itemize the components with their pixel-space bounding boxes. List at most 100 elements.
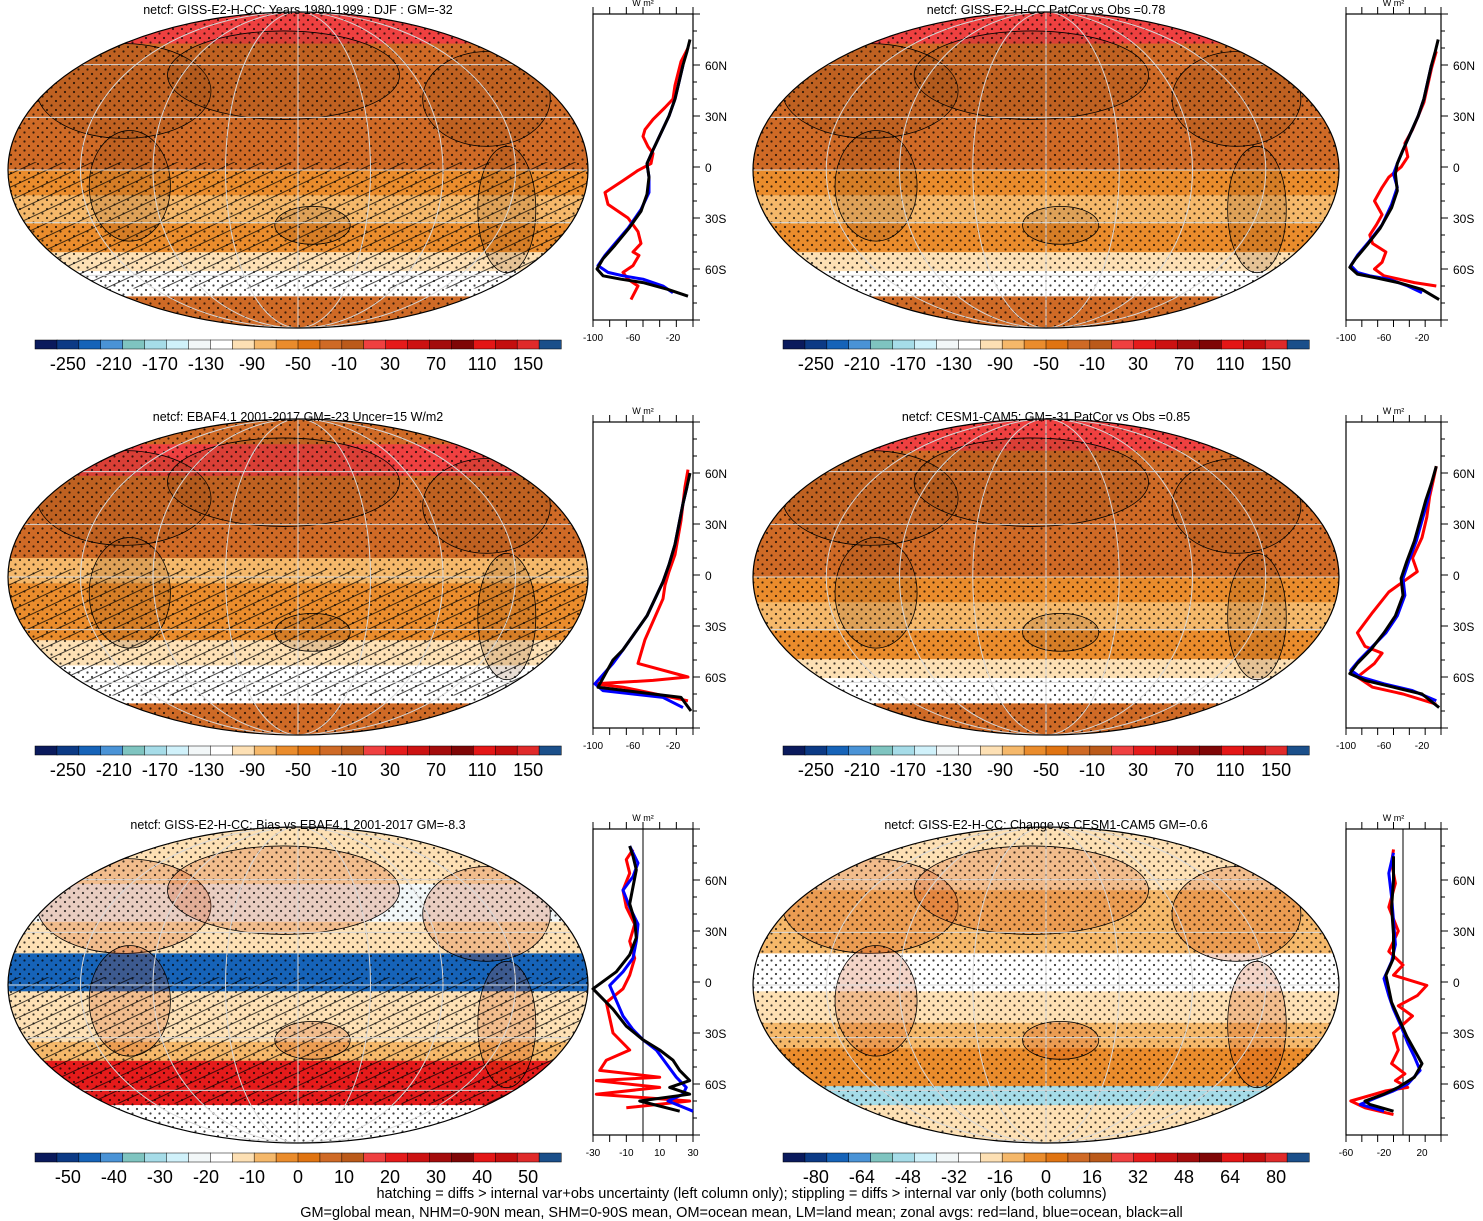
- colorbar-swatch: [516, 745, 540, 756]
- colorbar-label: 30: [1128, 354, 1148, 374]
- colorbar-swatch: [78, 1152, 102, 1163]
- colorbar-swatch: [100, 1152, 124, 1163]
- colorbar-swatch: [892, 1152, 916, 1163]
- colorbar-swatch: [253, 339, 277, 350]
- colorbar-label: 150: [1261, 760, 1291, 780]
- zonal-series-000000: [595, 39, 692, 298]
- colorbar-label: 64: [1220, 1167, 1240, 1187]
- colorbar-2: -250 -210 -170 -130 -90 -50 -10 30 70 110 150: [782, 339, 1310, 374]
- graticule-lon: [825, 419, 1267, 735]
- colorbar-swatch: [385, 745, 409, 756]
- colorbar-swatch: [848, 745, 872, 756]
- colorbar-swatch: [473, 339, 496, 350]
- x-tick-label: -30: [586, 1148, 601, 1159]
- x-tick-label: -20: [666, 741, 681, 752]
- colorbar-swatch: [473, 1152, 496, 1163]
- colorbar-swatch: [1286, 339, 1310, 350]
- colorbar-swatch: [232, 339, 255, 350]
- colorbar-swatch: [363, 339, 387, 350]
- zonal-series-0000ff: [596, 64, 685, 295]
- colorbar-swatch: [538, 745, 562, 756]
- colorbar-swatch: [232, 1152, 255, 1163]
- colorbar-label: 150: [513, 354, 543, 374]
- zonal-panel-3: -100 -60 -20 60N 30N 0 30S 60S W m²: [583, 406, 727, 752]
- colorbar-swatch: [1001, 745, 1025, 756]
- colorbar-swatch: [1243, 339, 1266, 350]
- y-tick-label: 30S: [705, 212, 726, 226]
- map-title: netcf: GISS-E2-H-CC: Years 1980-1999 : D…: [143, 3, 453, 17]
- map-title: netcf: GISS-E2-H-CC: Bias vs EBAF4.1 200…: [130, 818, 465, 832]
- colorbar-1: -250 -210 -170 -130 -90 -50 -10 30 70 110 150: [34, 339, 562, 374]
- colorbar-swatch: [495, 1152, 518, 1163]
- y-tick-label: 60N: [1453, 467, 1475, 481]
- y-tick-label: 60S: [705, 1078, 726, 1092]
- colorbar-label: -170: [890, 354, 926, 374]
- colorbar-swatch: [782, 1152, 806, 1163]
- colorbar-swatch: [166, 745, 189, 756]
- zonal-unit-label: W m²: [632, 406, 654, 416]
- colorbar-label: -16: [987, 1167, 1013, 1187]
- colorbar-label: -130: [188, 354, 224, 374]
- colorbar-swatch: [144, 745, 168, 756]
- x-tick-label: -60: [626, 741, 641, 752]
- colorbar-swatch: [188, 339, 211, 350]
- colorbar-swatch: [407, 339, 431, 350]
- colorbar-swatch: [100, 745, 124, 756]
- colorbar-swatch: [538, 339, 562, 350]
- colorbar-3: -250 -210 -170 -130 -90 -50 -10 30 70 110 150: [34, 745, 562, 780]
- graticule-lon: [225, 12, 371, 328]
- y-tick-label: 30S: [1453, 620, 1474, 634]
- zonal-unit-label: W m²: [1383, 406, 1405, 416]
- map-border: [752, 418, 1340, 736]
- colorbar-swatch: [34, 1152, 58, 1163]
- colorbar-swatch: [538, 1152, 562, 1163]
- graticule-lon: [80, 12, 516, 328]
- map-panel-6: netcf: GISS-E2-H-CC: Change vs CESM1-CAM…: [752, 818, 1340, 1144]
- y-tick-label: 30S: [705, 1027, 726, 1041]
- colorbar-label: -250: [50, 354, 86, 374]
- y-tick-label: 30N: [705, 518, 727, 532]
- zonal-series-000000: [596, 472, 693, 712]
- colorbar-swatch: [1199, 745, 1222, 756]
- colorbar-label: 16: [1082, 1167, 1102, 1187]
- y-tick-label: 60S: [1453, 671, 1474, 685]
- colorbar-swatch: [980, 1152, 1003, 1163]
- colorbar-label: -210: [96, 354, 132, 374]
- colorbar-swatch: [1045, 745, 1069, 756]
- x-tick-label: -20: [1415, 741, 1430, 752]
- map-title: netcf: GISS-E2-H-CC PatCor vs Obs =0.78: [927, 3, 1166, 17]
- colorbar-swatch: [1133, 339, 1157, 350]
- map-border: [7, 418, 589, 736]
- zonal-unit-label: W m²: [632, 813, 654, 823]
- colorbar-label: 150: [1261, 354, 1291, 374]
- colorbar-swatch: [1199, 339, 1222, 350]
- colorbar-swatch: [473, 745, 496, 756]
- colorbar-label: 110: [1216, 354, 1245, 374]
- colorbar-swatch: [56, 1152, 80, 1163]
- colorbar-swatch: [1155, 339, 1179, 350]
- colorbar-swatch: [782, 745, 806, 756]
- zonal-series-000000: [591, 845, 692, 1113]
- y-tick-label: 60N: [1453, 874, 1475, 888]
- colorbar-label: 0: [293, 1167, 303, 1187]
- x-tick-label: -20: [1415, 333, 1430, 344]
- colorbar-swatch: [451, 339, 474, 350]
- colorbar-label: -10: [239, 1167, 265, 1187]
- y-tick-label: 30S: [1453, 1027, 1474, 1041]
- colorbar-swatch: [782, 339, 806, 350]
- colorbar-swatch: [407, 1152, 431, 1163]
- colorbar-label: 10: [334, 1167, 354, 1187]
- y-tick-label: 0: [705, 569, 712, 583]
- colorbar-label: 20: [380, 1167, 400, 1187]
- colorbar-swatch: [275, 339, 299, 350]
- colorbar-label: -210: [844, 760, 880, 780]
- graticule-lon: [825, 12, 1267, 328]
- colorbar-swatch: [56, 745, 80, 756]
- zonal-unit-label: W m²: [1383, 0, 1405, 8]
- graticule-lon: [225, 419, 371, 735]
- colorbar-swatch: [363, 1152, 387, 1163]
- x-tick-label: -60: [1339, 1148, 1354, 1159]
- colorbar-swatch: [958, 339, 981, 350]
- colorbar-swatch: [341, 745, 365, 756]
- colorbar-swatch: [253, 1152, 277, 1163]
